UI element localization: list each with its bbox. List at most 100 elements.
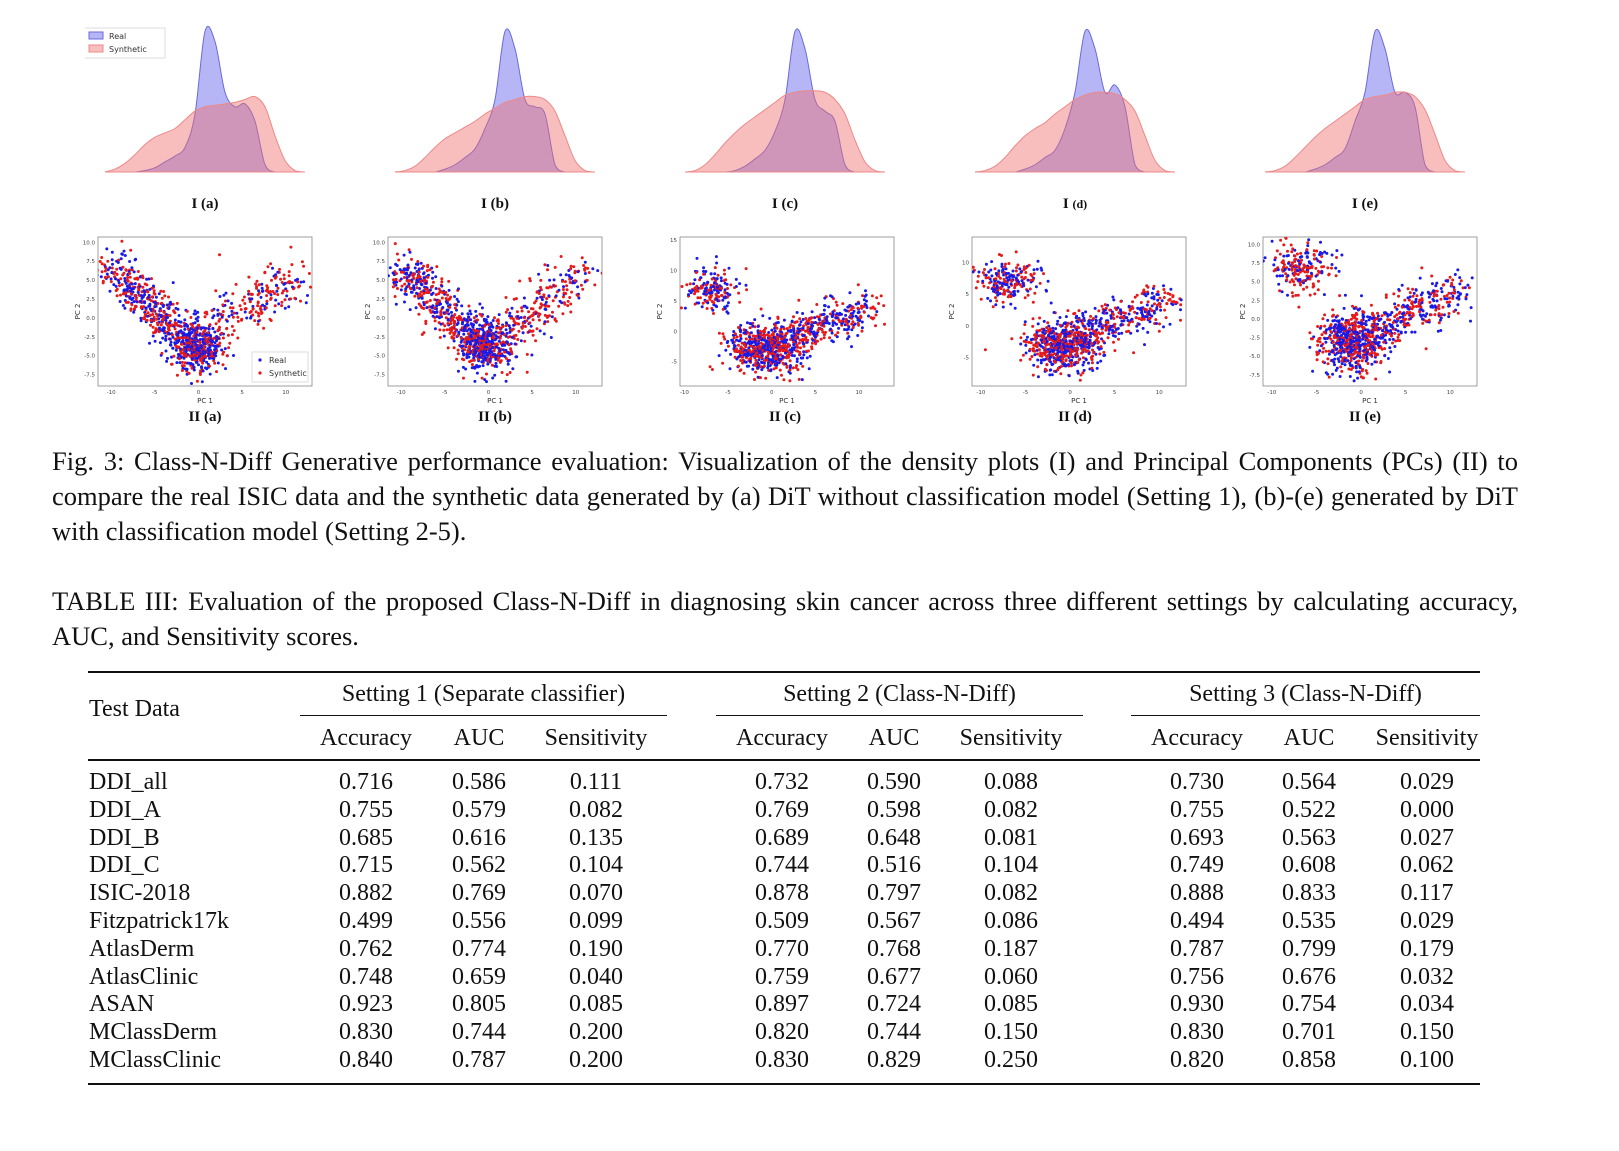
synthetic-point [1375, 389, 1378, 392]
real-point [129, 289, 133, 293]
synthetic-point [1032, 343, 1036, 347]
synthetic-point [570, 290, 574, 294]
synthetic-point [1133, 310, 1137, 314]
panel-label-sub: (d) [1072, 197, 1088, 211]
y-tick-label: -7.5 [374, 373, 385, 379]
y-tick-label: 15 [670, 238, 677, 244]
real-point [223, 347, 227, 351]
synthetic-point [759, 376, 762, 380]
synthetic-point [118, 284, 121, 288]
synthetic-point [754, 334, 758, 338]
synthetic-point [187, 347, 191, 351]
real-point [1373, 360, 1377, 364]
real-point [791, 338, 795, 342]
synthetic-point [452, 324, 456, 328]
real-point [726, 301, 730, 305]
synthetic-point [266, 290, 270, 294]
real-point [790, 354, 794, 357]
synthetic-point [1097, 331, 1101, 335]
synthetic-point [450, 335, 454, 339]
real-point [779, 334, 783, 338]
synthetic-point [821, 330, 825, 334]
synthetic-point [1099, 345, 1103, 349]
real-point [167, 307, 171, 310]
real-point [169, 340, 173, 344]
synthetic-point [510, 328, 514, 332]
real-point [1087, 319, 1091, 323]
real-point [788, 371, 792, 375]
real-point [410, 278, 414, 282]
real-point [848, 304, 852, 307]
synthetic-point [1158, 322, 1161, 326]
synthetic-point [109, 280, 113, 284]
synthetic-point [234, 282, 238, 286]
synthetic-point [1102, 350, 1106, 354]
real-point [1089, 332, 1093, 335]
synthetic-point [183, 335, 187, 339]
synthetic-point [232, 311, 236, 315]
real-point [493, 353, 497, 357]
synthetic-point [788, 359, 792, 363]
real-point [767, 331, 771, 334]
real-point [775, 321, 779, 325]
real-point [1036, 358, 1040, 362]
synthetic-point [787, 351, 791, 355]
real-point [139, 299, 142, 303]
real-point [486, 315, 490, 319]
real-point [715, 277, 719, 281]
synthetic-point [987, 276, 991, 280]
real-point [543, 307, 547, 311]
real-point [692, 282, 696, 286]
synthetic-point [418, 292, 421, 296]
synthetic-point [451, 318, 455, 322]
real-point [496, 335, 500, 339]
synthetic-point [751, 349, 755, 353]
real-point [299, 280, 303, 284]
real-point [205, 333, 209, 337]
real-point [805, 356, 809, 360]
synthetic-point [758, 346, 762, 350]
real-point [143, 290, 147, 294]
synthetic-point [101, 279, 105, 283]
synthetic-point [128, 272, 132, 276]
synthetic-point [781, 344, 785, 348]
real-point [1090, 327, 1094, 331]
synthetic-point [774, 366, 778, 370]
synthetic-point [1133, 295, 1137, 299]
real-point [1342, 306, 1346, 310]
synthetic-point [721, 332, 725, 336]
real-point [505, 340, 509, 344]
synthetic-point [396, 287, 399, 290]
real-point [161, 329, 165, 333]
real-point [770, 328, 774, 332]
real-point [420, 296, 424, 300]
synthetic-point [838, 320, 842, 324]
synthetic-point [849, 308, 853, 312]
real-point [706, 280, 710, 284]
real-point [842, 317, 845, 321]
real-point [479, 341, 483, 345]
real-point [1425, 312, 1429, 316]
synthetic-point [485, 343, 489, 347]
synthetic-point [788, 325, 792, 329]
real-point [1016, 273, 1020, 277]
real-point [173, 318, 177, 322]
synthetic-point [569, 267, 573, 271]
real-point [795, 311, 799, 314]
real-point [562, 285, 565, 289]
real-point [766, 361, 770, 365]
real-point [559, 273, 563, 277]
real-point [1057, 346, 1061, 350]
real-point [93, 265, 96, 268]
real-point [261, 303, 265, 307]
real-point [762, 338, 766, 342]
synthetic-point [1060, 353, 1064, 356]
real-point [510, 306, 514, 310]
synthetic-point [543, 313, 547, 317]
real-point [478, 327, 482, 331]
synthetic-point [824, 330, 827, 334]
x-tick-label: 0 [1068, 390, 1072, 396]
synthetic-point [538, 312, 542, 316]
y-tick-label: -5.0 [374, 354, 385, 360]
real-point [121, 252, 124, 256]
